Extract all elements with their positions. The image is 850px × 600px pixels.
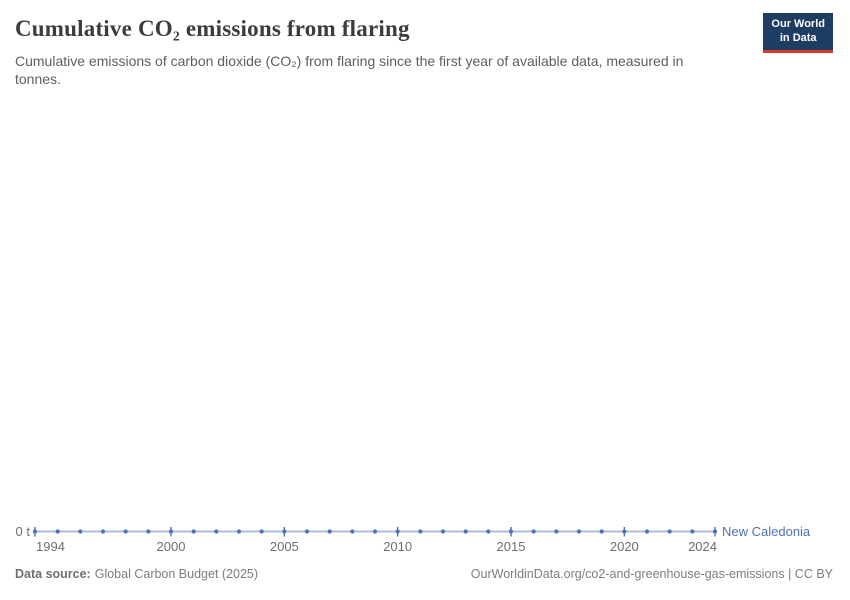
data-point[interactable] [486,529,491,534]
data-point[interactable] [32,529,38,534]
chart-header: Cumulative CO₂ emissions from flaring Cu… [15,16,760,88]
data-point[interactable] [554,529,559,534]
data-point[interactable] [350,529,355,534]
data-point[interactable] [214,529,219,534]
data-source[interactable]: Data source: Global Carbon Budget (2025) [15,567,258,581]
data-point[interactable] [531,529,536,534]
data-point[interactable] [418,529,423,534]
x-axis-tick-label: 2024 [688,539,717,554]
owid-logo-line1: Our World [771,18,825,30]
owid-logo[interactable]: Our World in Data [763,13,833,53]
data-point[interactable] [259,529,264,534]
line-chart[interactable]: 1994 2000 2005 2010 2015 2020 2024 0 t New Caled… [0,500,850,560]
chart-subtitle: Cumulative emissions of carbon dioxide (… [15,53,684,87]
owid-logo-line2: in Data [779,31,817,44]
chart-footer: Data source: Global Carbon Budget (2025) … [15,567,833,581]
x-axis-tick-label: 2000 [157,539,186,554]
data-point[interactable] [508,529,514,534]
data-point[interactable] [146,529,151,534]
x-axis-tick-label: 2005 [270,539,299,554]
data-point[interactable] [576,529,582,534]
data-point[interactable] [690,529,695,534]
y-axis-tick-label: 0 t [16,524,31,539]
data-source-label: Data source: [15,567,91,581]
data-point[interactable] [622,529,627,534]
data-point[interactable] [282,529,287,534]
data-point[interactable] [599,529,604,534]
data-point[interactable] [712,529,718,534]
data-point[interactable] [191,529,196,534]
footer-credit[interactable]: OurWorldinData.org/co2-and-greenhouse-ga… [470,567,833,581]
data-point[interactable] [372,529,378,534]
data-point[interactable] [123,529,128,534]
series-label[interactable]: New Caledonia [722,524,811,539]
data-point[interactable] [78,529,83,534]
x-axis-tick-label: 2020 [610,539,639,554]
data-point[interactable] [644,529,650,534]
chart-title: Cumulative CO₂ emissions from flaring [15,16,410,41]
data-point[interactable] [395,529,400,534]
data-point[interactable] [168,529,174,534]
data-point[interactable] [55,529,60,534]
data-point[interactable] [463,529,468,534]
data-point[interactable] [440,529,446,534]
data-point[interactable] [304,529,310,534]
data-point[interactable] [236,529,242,534]
x-axis-tick-label: 2015 [497,539,526,554]
data-source-value: Global Carbon Budget (2025) [94,567,259,581]
data-point[interactable] [100,529,106,534]
x-axis-tick-label: 2010 [383,539,412,554]
x-axis-tick-label: 1994 [36,539,65,554]
data-point[interactable] [327,529,332,534]
data-point[interactable] [667,529,672,534]
